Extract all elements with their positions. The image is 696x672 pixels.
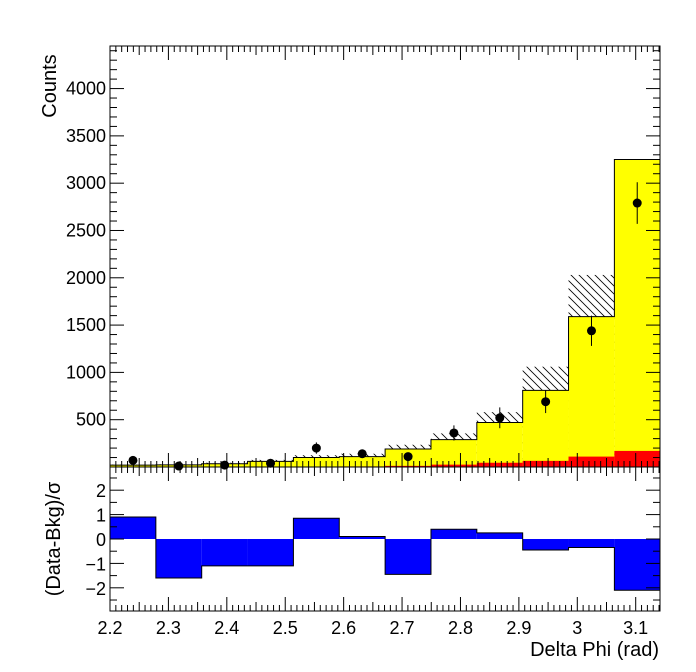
ratio-bar: [522, 539, 569, 550]
stacked-histogram: [109, 159, 660, 468]
ratio-bar: [430, 529, 477, 539]
y-tick-label: 2500: [66, 220, 106, 240]
y-tick-label: 3500: [66, 126, 106, 146]
y-tick-label: 1500: [66, 315, 106, 335]
ratio-y-axis-title: (Data-Bkg)/σ: [43, 481, 65, 596]
main-x-ticks: [109, 46, 660, 467]
data-point: [449, 428, 459, 438]
ratio-y-tick-label: 1: [96, 506, 106, 526]
stack-outline: [109, 159, 660, 467]
x-axis: 2.2 2.3 2.4 2.5 2.6 2.7 2.8 2.9 3 3.1: [97, 467, 660, 638]
ratio-panel: −2 −1 0 1 2 2.2 2.3 2.4 2.5 2.6 2.7 2.8 2.9 3 3.1 (Da…: [43, 466, 661, 661]
ratio-bar: [385, 539, 431, 575]
data-point: [357, 449, 367, 459]
x-axis-title: Delta Phi (rad): [530, 639, 659, 661]
x-tick-label: 2.5: [273, 618, 298, 638]
data-point: [403, 452, 413, 462]
data-point: [174, 461, 184, 471]
x-tick-label: 2.2: [97, 618, 122, 638]
stack-bin: [476, 422, 523, 467]
red-bin: [568, 456, 615, 467]
data-points: [128, 182, 642, 471]
stack-bin: [293, 457, 340, 467]
main-y-axis-title: Counts: [39, 54, 61, 117]
y-tick-label: 1000: [66, 362, 106, 382]
red-bin: [522, 460, 569, 467]
ratio-bar: [339, 536, 386, 539]
data-point: [220, 460, 230, 470]
x-tick-label: 3: [572, 618, 582, 638]
y-tick-label: 4000: [66, 79, 106, 99]
ratio-bar: [476, 532, 523, 539]
ratio-bar: [201, 539, 248, 566]
x-tick-label: 2.3: [156, 618, 181, 638]
main-panel: 500 1000 1500 2000 2500 3000 3500 4000 Counts: [39, 45, 661, 471]
x-tick-label: 2.6: [331, 618, 356, 638]
ratio-bar: [110, 517, 156, 539]
red-bin: [476, 462, 523, 467]
x-tick-label: 2.7: [390, 618, 415, 638]
ratio-y-tick-label: 0: [96, 530, 106, 550]
data-point: [586, 326, 596, 336]
x-tick-label: 2.9: [506, 618, 531, 638]
x-tick-label: 2.8: [448, 618, 473, 638]
ratio-bar: [614, 539, 660, 591]
data-point: [311, 443, 321, 453]
data-point: [632, 198, 642, 208]
data-point: [266, 458, 276, 468]
y-tick-label: 500: [76, 410, 106, 430]
ratio-y-axis: −2 −1 0 1 2: [85, 477, 660, 601]
ratio-outline: [109, 516, 661, 591]
stack-bin: [430, 439, 477, 467]
ratio-bar: [247, 539, 294, 566]
stack-bin: [339, 456, 386, 467]
x-tick-label: 2.4: [214, 618, 239, 638]
ratio-bar: [568, 539, 615, 548]
ratio-bar: [293, 518, 340, 539]
ratio-y-tick-label: 2: [96, 481, 106, 501]
data-point: [128, 455, 138, 465]
data-point: [495, 413, 505, 423]
y-tick-label: 2000: [66, 268, 106, 288]
red-bin: [614, 450, 660, 467]
main-y-axis: 500 1000 1500 2000 2500 3000 3500 4000: [66, 50, 660, 459]
red-bin: [430, 464, 477, 467]
y-tick-label: 3000: [66, 173, 106, 193]
ratio-y-tick-label: −1: [85, 554, 106, 574]
ratio-bar: [155, 539, 202, 579]
data-point: [541, 397, 551, 407]
ratio-bars: [109, 516, 661, 591]
x-tick-label: 3.1: [623, 618, 648, 638]
ratio-y-tick-label: −2: [85, 579, 106, 599]
